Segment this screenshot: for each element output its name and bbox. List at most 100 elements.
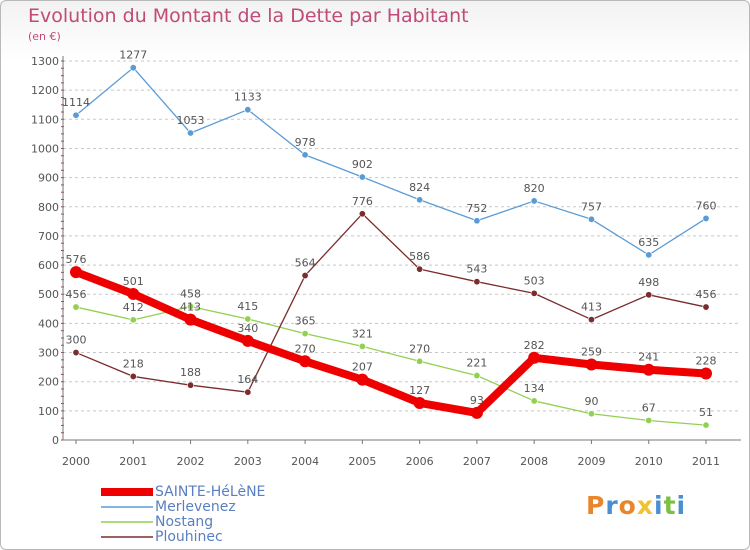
- y-tick-label: 300: [38, 347, 59, 360]
- data-point: [416, 196, 424, 204]
- data-point: [184, 313, 197, 326]
- data-label: 824: [409, 181, 430, 194]
- logo-letter: i: [676, 491, 687, 520]
- logo-letter: i: [654, 491, 664, 520]
- data-label: 456: [66, 288, 87, 301]
- data-point: [528, 351, 541, 364]
- data-label: 93: [470, 394, 484, 407]
- data-label: 413: [581, 301, 602, 314]
- data-label: 564: [295, 257, 316, 270]
- proxiti-logo: Proxiti: [586, 491, 686, 520]
- y-tick-label: 1300: [31, 55, 59, 68]
- data-label: 340: [237, 322, 258, 335]
- x-tick-label: 2006: [406, 455, 434, 468]
- data-point: [702, 421, 710, 429]
- data-point: [356, 373, 369, 386]
- data-point: [127, 287, 140, 300]
- data-point: [530, 397, 538, 405]
- series-line: [72, 268, 710, 417]
- data-point: [187, 129, 195, 137]
- data-label: 51: [699, 406, 713, 419]
- logo-letter: o: [618, 491, 637, 520]
- legend-label-sainte-helene: SAINTE-HéLèNE: [155, 484, 266, 500]
- unit-label: (en €): [28, 30, 61, 43]
- x-tick-label: 2002: [177, 455, 205, 468]
- x-tick-label: 2000: [62, 455, 90, 468]
- data-label: 1114: [62, 96, 90, 109]
- data-point: [473, 278, 481, 286]
- data-point: [358, 173, 366, 181]
- y-tick-label: 1000: [31, 142, 59, 155]
- data-label: 90: [584, 395, 598, 408]
- series-line: [75, 67, 707, 256]
- data-label: 188: [180, 366, 201, 379]
- data-label: 820: [524, 182, 545, 195]
- x-tick-label: 2009: [577, 455, 605, 468]
- data-label: 635: [638, 236, 659, 249]
- data-point: [645, 251, 653, 259]
- data-label: 218: [123, 357, 144, 370]
- data-point: [530, 289, 538, 297]
- data-point: [645, 291, 653, 299]
- data-label: 752: [466, 202, 487, 215]
- data-label: 241: [638, 351, 659, 364]
- data-label: 321: [352, 327, 373, 340]
- data-label: 67: [642, 401, 656, 414]
- data-point: [702, 214, 710, 222]
- x-tick-label: 2005: [348, 455, 376, 468]
- data-point: [700, 367, 712, 380]
- y-tick-label: 600: [38, 259, 59, 272]
- data-point: [301, 151, 309, 159]
- data-label: 365: [295, 315, 316, 328]
- data-label: 760: [696, 199, 717, 212]
- data-point: [301, 330, 309, 338]
- data-point: [244, 106, 252, 114]
- data-label: 127: [409, 384, 430, 397]
- data-point: [187, 381, 195, 389]
- data-label: 586: [409, 250, 430, 263]
- data-point: [473, 217, 481, 225]
- y-tick-label: 200: [38, 376, 59, 389]
- data-point: [72, 303, 80, 311]
- data-point: [129, 372, 137, 380]
- x-tick-label: 2004: [291, 455, 319, 468]
- data-label: 282: [524, 339, 545, 352]
- data-point: [470, 406, 483, 419]
- y-tick-label: 400: [38, 317, 59, 330]
- data-point: [70, 266, 82, 279]
- data-label: 221: [466, 357, 487, 370]
- data-label: 413: [180, 301, 201, 314]
- data-point: [358, 342, 366, 350]
- data-label: 501: [123, 275, 144, 288]
- x-tick-label: 2010: [635, 455, 663, 468]
- data-label: 576: [66, 253, 87, 266]
- data-point: [129, 64, 137, 72]
- y-tick-label: 500: [38, 288, 59, 301]
- data-label: 270: [295, 342, 316, 355]
- data-label: 776: [352, 195, 373, 208]
- data-point: [358, 210, 366, 218]
- x-tick-label: 2007: [463, 455, 491, 468]
- data-point: [530, 197, 538, 205]
- data-point: [72, 349, 80, 357]
- legend-label-merlevenez: Merlevenez: [155, 499, 236, 515]
- y-tick-label: 0: [52, 434, 59, 447]
- data-label: 134: [524, 382, 545, 395]
- data-label: 1053: [177, 114, 205, 127]
- data-label: 415: [237, 300, 258, 313]
- y-tick-label: 800: [38, 201, 59, 214]
- y-tick-label: 700: [38, 230, 59, 243]
- data-label: 270: [409, 342, 430, 355]
- data-label: 498: [638, 276, 659, 289]
- data-point: [244, 388, 252, 396]
- data-label: 757: [581, 200, 602, 213]
- data-point: [413, 396, 426, 409]
- data-label: 412: [123, 301, 144, 314]
- data-label: 164: [237, 373, 258, 386]
- data-point: [585, 358, 598, 371]
- data-label: 1133: [234, 91, 262, 104]
- y-tick-label: 100: [38, 405, 59, 418]
- data-point: [129, 316, 137, 324]
- logo-letter: P: [586, 491, 606, 520]
